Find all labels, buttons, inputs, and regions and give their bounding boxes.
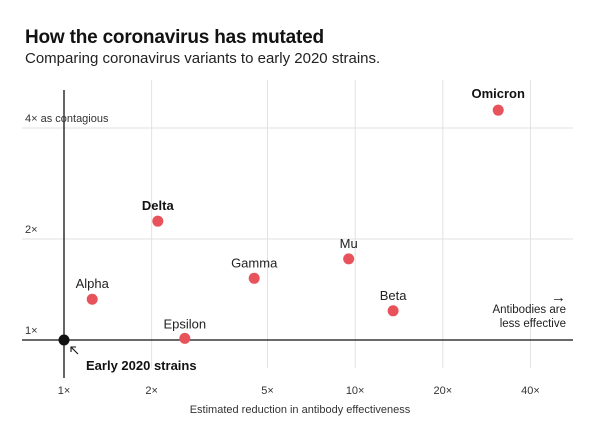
x-tick-label: 40×: [521, 385, 540, 397]
reference-label: Early 2020 strains: [86, 358, 197, 373]
axes: [22, 90, 573, 378]
data-point-mu: [343, 253, 355, 265]
chart-subtitle: Comparing coronavirus variants to early …: [25, 50, 381, 67]
reference-point: [58, 334, 70, 346]
point-label-gamma: Gamma: [231, 255, 278, 270]
x-axis-label: Estimated reduction in antibody effectiv…: [190, 404, 411, 416]
x-tick-label: 2×: [145, 385, 158, 397]
x-tick-label: 5×: [261, 385, 274, 397]
data-point-alpha: [86, 293, 98, 305]
y-tick-label: 1×: [25, 325, 38, 337]
data-point-omicron: [492, 104, 504, 116]
point-label-beta: Beta: [380, 288, 408, 303]
effectiveness-annotation: → Antibodies are less effective: [492, 289, 566, 330]
data-point-delta: [152, 215, 164, 227]
x-tick-label: 20×: [433, 385, 452, 397]
chart-title: How the coronavirus has mutated: [25, 27, 324, 48]
point-labels: Alpha Delta Epsilon Gamma Mu Beta Omicron Early…: [70, 86, 525, 373]
annotation-line-1: Antibodies are: [492, 304, 566, 316]
point-label-delta: Delta: [142, 198, 175, 213]
tick-labels: 1× 2× 5× 10× 20× 40× 1× 2× 4× as contagious: [25, 113, 540, 397]
y-tick-label: 4× as contagious: [25, 113, 109, 125]
right-arrow-icon: →: [551, 289, 566, 306]
x-tick-label: 10×: [346, 385, 365, 397]
y-tick-label: 2×: [25, 224, 38, 236]
point-label-mu: Mu: [340, 236, 358, 251]
point-label-alpha: Alpha: [76, 276, 110, 291]
pointer-arrow-icon: [70, 346, 79, 355]
point-label-epsilon: Epsilon: [164, 316, 207, 331]
data-point-epsilon: [179, 332, 191, 344]
data-point-beta: [387, 305, 399, 317]
gridlines: [22, 80, 573, 368]
data-points: [58, 104, 504, 346]
point-label-omicron: Omicron: [471, 86, 525, 101]
data-point-gamma: [248, 272, 260, 284]
x-tick-label: 1×: [58, 385, 71, 397]
annotation-line-2: less effective: [500, 318, 566, 330]
